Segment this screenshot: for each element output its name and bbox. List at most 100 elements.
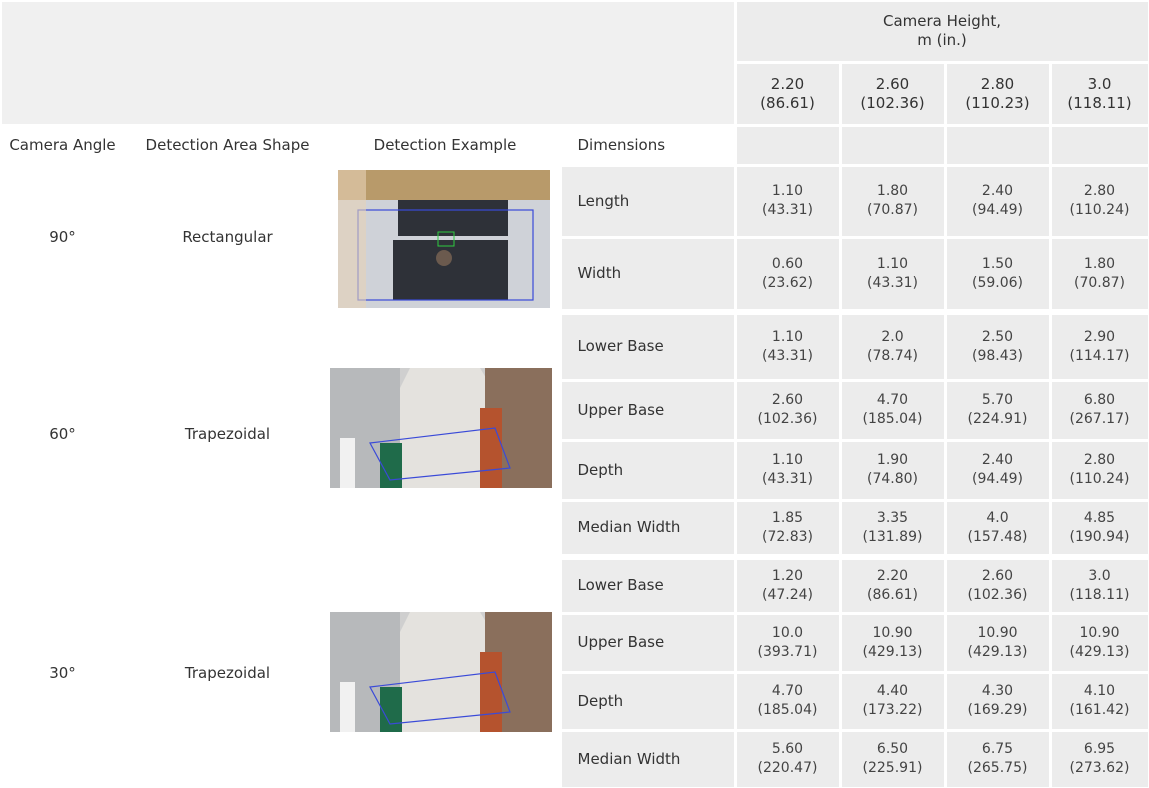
cell-text: Camera Angle — [9, 135, 116, 154]
cell-text: 10.90 — [872, 624, 913, 641]
cell-text: 4.0 — [986, 509, 1009, 526]
dimension-value: 4.30 (169.29) — [946, 673, 1049, 729]
cell-text: 2.60 — [771, 392, 804, 408]
cell-text: 2.20 — [770, 74, 805, 93]
dimension-value: 1.50 (59.06) — [946, 238, 1049, 309]
cell-text: 90° — [49, 228, 76, 246]
cell-text: (118.11) — [1067, 93, 1132, 112]
cell-text: (429.13) — [1069, 643, 1130, 660]
cell-text: 2.60 — [875, 74, 910, 93]
column-header: Detection Area Shape — [126, 126, 329, 164]
cell-text: 5.70 — [981, 392, 1014, 408]
dimension-name: Lower Base — [561, 314, 734, 379]
cell-text: (94.49) — [971, 202, 1023, 218]
column-header: Dimensions — [561, 126, 734, 164]
cell-text: (74.80) — [866, 471, 918, 487]
dimension-value: 3.35 (131.89) — [841, 501, 944, 554]
cell-text: (102.36) — [967, 586, 1028, 603]
cell-text: (273.62) — [1069, 760, 1130, 776]
dimension-value: 6.80 (267.17) — [1051, 381, 1148, 439]
height-header: 2.20 (86.61) — [736, 63, 839, 124]
cell-text: 4.70 — [876, 392, 909, 408]
cell-text: (43.31) — [761, 347, 813, 364]
dimension-value: 1.10 (43.31) — [736, 441, 839, 499]
cell-text: (161.42) — [1069, 702, 1130, 718]
cell-text: (102.36) — [757, 411, 818, 427]
cell-text: 1.10 — [771, 452, 804, 468]
cell-text: 4.10 — [1083, 683, 1116, 699]
camera-angle: 30° — [1, 559, 124, 787]
cell-text: 0.60 — [771, 255, 804, 272]
cell-text: (267.17) — [1069, 411, 1130, 427]
cell-text: 2.60 — [981, 567, 1014, 584]
cell-text: Trapezoidal — [184, 663, 271, 682]
cell-text: 3.0 — [1087, 74, 1112, 93]
cell-text: 1.20 — [771, 567, 804, 584]
dimension-value: 2.50 (98.43) — [946, 314, 1049, 379]
dimension-value: 1.10 (43.31) — [736, 166, 839, 236]
cell-text: (43.31) — [761, 202, 813, 218]
dimension-value: 6.95 (273.62) — [1051, 731, 1148, 787]
column-header: Camera Angle — [1, 126, 124, 164]
example-image — [330, 612, 552, 732]
dimension-value: 2.60 (102.36) — [946, 559, 1049, 612]
dimension-value: 2.90 (114.17) — [1051, 314, 1148, 379]
camera-angle: 90° — [1, 166, 124, 309]
dimension-name: Lower Base — [561, 559, 734, 612]
dimension-value: 6.50 (225.91) — [841, 731, 944, 787]
cell-text: 2.40 — [981, 452, 1014, 468]
cell-text: 1.10 — [771, 183, 804, 199]
dimension-value: 4.10 (161.42) — [1051, 673, 1148, 729]
cell-text: 5.60 — [771, 741, 804, 757]
dimension-name: Upper Base — [561, 614, 734, 671]
cell-text: 1.80 — [876, 183, 909, 199]
dimension-value: 4.0 (157.48) — [946, 501, 1049, 554]
dimension-value: 4.70 (185.04) — [736, 673, 839, 729]
cell-text: 2.80 — [980, 74, 1015, 93]
dimension-value: 2.0 (78.74) — [841, 314, 944, 379]
camera-angle: 60° — [1, 314, 124, 554]
header-group: Camera Height, m (in.) — [736, 1, 1148, 61]
dimension-value: 4.85 (190.94) — [1051, 501, 1148, 554]
cell-text: 3.35 — [876, 509, 909, 526]
cell-text: Lower Base — [577, 337, 664, 355]
detection-area-shape: Trapezoidal — [126, 559, 329, 787]
dimension-value: 1.85 (72.83) — [736, 501, 839, 554]
cell-text: 6.95 — [1083, 741, 1116, 757]
cell-text: 1.90 — [876, 452, 909, 468]
dimension-name: Length — [561, 166, 734, 236]
cell-text: (47.24) — [761, 586, 813, 603]
cell-text: 6.75 — [981, 741, 1014, 757]
dimension-value: 4.70 (185.04) — [841, 381, 944, 439]
cell-text: (185.04) — [757, 702, 818, 718]
cell-text: (70.87) — [866, 202, 918, 218]
dimension-value: 1.90 (74.80) — [841, 441, 944, 499]
dimension-value: 3.0 (118.11) — [1051, 559, 1148, 612]
cell-text: (429.13) — [862, 643, 923, 660]
cell-text: Length — [577, 191, 630, 210]
cell-text: (102.36) — [860, 93, 925, 112]
dimension-value: 6.75 (265.75) — [946, 731, 1049, 787]
height-header: 2.80 (110.23) — [946, 63, 1049, 124]
dimension-value: 1.10 (43.31) — [736, 314, 839, 379]
cell-text: 2.40 — [981, 183, 1014, 199]
cell-text: 10.90 — [1079, 624, 1120, 641]
dimension-name: Width — [561, 238, 734, 309]
dimension-value: 2.20 (86.61) — [841, 559, 944, 612]
dimension-value: 2.40 (94.49) — [946, 441, 1049, 499]
cell-text: Camera Height, — [883, 12, 1001, 30]
cell-text: (43.31) — [761, 471, 813, 487]
cell-text: 1.50 — [981, 255, 1014, 272]
cell-text: 2.50 — [981, 328, 1014, 345]
dimension-value: 1.10 (43.31) — [841, 238, 944, 309]
dimension-name: Depth — [561, 441, 734, 499]
cell-text: (110.24) — [1069, 202, 1130, 218]
cell-text: 10.0 — [771, 624, 804, 641]
cell-text: 1.85 — [771, 509, 804, 526]
cell-text: Width — [577, 264, 622, 282]
column-header-blank — [946, 126, 1049, 164]
cell-text: 3.0 — [1088, 567, 1111, 584]
cell-text: (78.74) — [866, 347, 918, 364]
cell-text: (429.13) — [967, 643, 1028, 660]
cell-text: 4.85 — [1083, 509, 1116, 526]
